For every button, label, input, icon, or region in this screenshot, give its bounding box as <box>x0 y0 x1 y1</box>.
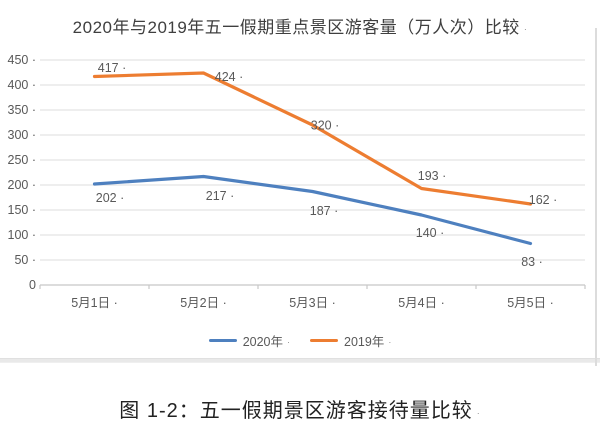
y-axis-tick-label: 0 <box>29 278 36 292</box>
data-label-2019年: 424 · <box>215 70 244 84</box>
y-axis-tick-label: 150 · <box>8 203 37 217</box>
x-axis-tick-label: 5月5日 · <box>507 296 554 310</box>
legend-swatch-2020 <box>208 338 237 343</box>
formatting-mark: · <box>287 337 290 347</box>
legend-label-2019: 2019年 · <box>344 335 392 349</box>
legend-label-2020: 2020年 · <box>242 335 290 349</box>
data-label-2020年: 140 · <box>416 226 445 240</box>
y-axis-tick-label: 450 · <box>8 53 37 67</box>
window-right-border-icon <box>595 28 597 366</box>
chart-legend: 2020年 · 2019年 · <box>0 333 600 349</box>
chart-title: 2020年与2019年五一假期重点景区游客量（万人次）比较 · <box>72 18 528 37</box>
series-line-2020年 <box>92 174 533 246</box>
legend-swatch-2019 <box>310 338 338 343</box>
formatting-mark: · <box>388 337 392 347</box>
x-axis-tick-label: 5月2日 · <box>180 296 227 310</box>
y-axis-tick-label: 400 · <box>8 78 37 92</box>
x-axis-tick-label: 5月3日 · <box>289 296 336 310</box>
x-axis-tick-label: 5月4日 · <box>398 296 445 310</box>
series-line-2019年 <box>92 71 533 206</box>
data-label-2020年: 187 · <box>310 204 339 218</box>
y-axis-tick-label: 300 · <box>8 128 37 142</box>
data-label-2020年: 83 · <box>521 255 543 269</box>
horizontal-scrollbar[interactable] <box>0 358 600 363</box>
x-axis-tick-label: 5月1日 · <box>71 296 118 310</box>
data-label-2019年: 320 · <box>311 119 340 133</box>
data-label-2019年: 162 · <box>529 193 558 207</box>
formatting-mark: · <box>476 408 481 418</box>
data-label-2020年: 217 · <box>206 189 235 203</box>
formatting-mark: · <box>523 24 528 34</box>
figure-caption: 图 1-2：五一假期景区游客接待量比较 · <box>119 400 481 422</box>
y-axis-tick-label: 350 · <box>8 103 37 117</box>
data-label-2019年: 193 · <box>418 169 447 183</box>
y-axis-tick-label: 50 · <box>14 253 36 267</box>
data-label-2020年: 202 · <box>96 191 125 205</box>
y-axis-tick-label: 250 · <box>8 153 37 167</box>
line-chart: 0 50 · 100 · 150 · 200 · 250 · 300 · 350 · 400 ·… <box>8 53 586 310</box>
y-axis-tick-label: 200 · <box>8 178 37 192</box>
y-axis-tick-label: 100 · <box>8 228 37 242</box>
data-label-2019年: 417 · <box>98 61 127 75</box>
